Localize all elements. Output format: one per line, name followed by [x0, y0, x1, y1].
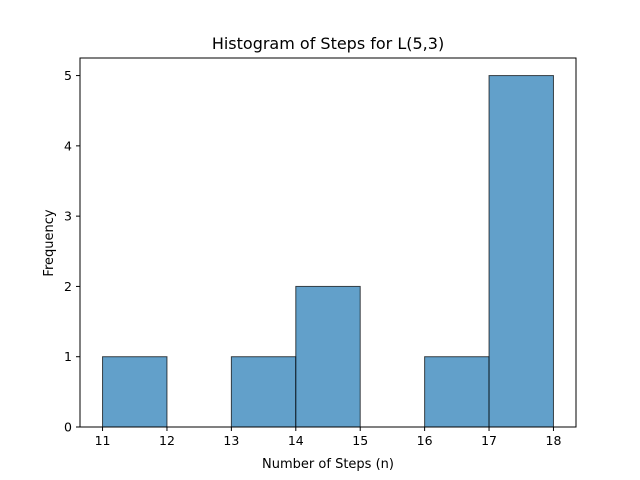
- histogram-bar-16-17: [424, 356, 490, 428]
- y-tick-label: 3: [64, 209, 72, 224]
- x-tick-label: 15: [352, 433, 368, 448]
- x-axis-label: Number of Steps (n): [262, 457, 394, 472]
- histogram-bar-11-12: [102, 356, 168, 428]
- x-tick-label: 11: [95, 433, 111, 448]
- plot-frame: [79, 57, 577, 428]
- histogram-bar-14-15: [295, 285, 361, 428]
- x-tick-label: 14: [288, 433, 304, 448]
- x-tick-label: 13: [223, 433, 239, 448]
- y-tick-label: 4: [64, 138, 72, 153]
- y-tick-label: 5: [64, 68, 72, 83]
- x-tick-label: 17: [481, 433, 497, 448]
- chart-title: Histogram of Steps for L(5,3): [212, 34, 444, 53]
- y-tick-label: 2: [64, 279, 72, 294]
- x-tick-label: 16: [417, 433, 433, 448]
- x-tick-label: 12: [159, 433, 175, 448]
- y-axis-label: Frequency: [42, 209, 57, 276]
- histogram-bar-17-18: [488, 75, 554, 428]
- bars-group: [102, 75, 554, 428]
- y-tick-label: 0: [64, 420, 72, 435]
- x-axis: 11 12 13 14 15 16 17 18: [95, 427, 562, 448]
- x-tick-label: 18: [546, 433, 562, 448]
- y-axis: 0 1 2 3 4 5: [64, 68, 80, 435]
- histogram-bar-13-14: [230, 356, 297, 428]
- y-tick-label: 1: [64, 349, 72, 364]
